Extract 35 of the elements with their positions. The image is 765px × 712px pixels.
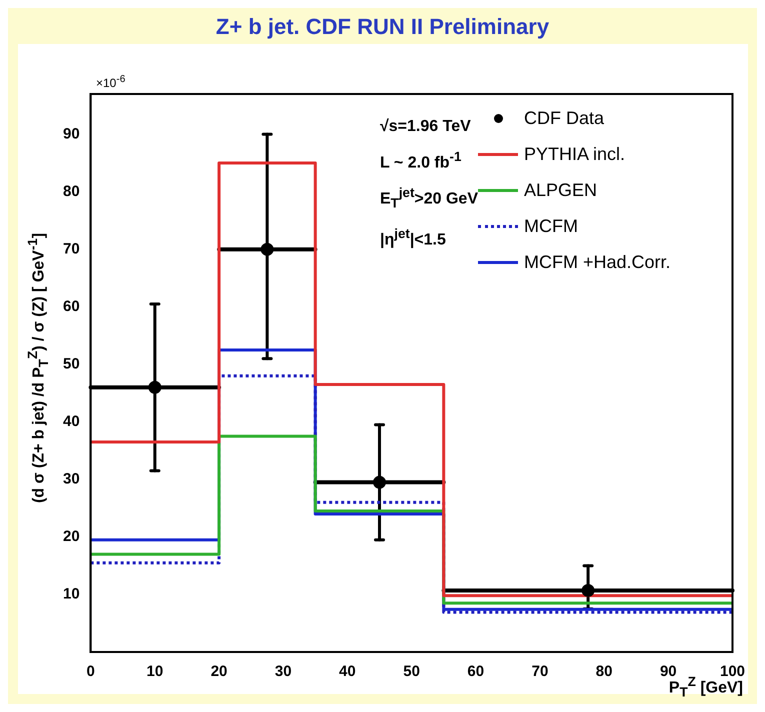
x-tick-label: 80 — [596, 663, 612, 680]
x-tick-label: 30 — [274, 663, 292, 680]
y-tick-label: 10 — [62, 586, 80, 603]
annotation: √s=1.96 TeV — [380, 117, 472, 137]
text: ×10$^{-6}$ — [96, 74, 126, 90]
y-tick-label: 80 — [62, 182, 80, 200]
point — [372, 476, 386, 489]
annotation: E$_{T}$$^{jet}$>20 GeV — [380, 184, 478, 213]
point — [582, 584, 595, 597]
point — [260, 242, 274, 256]
x-tick-label: 10 — [146, 663, 164, 680]
x-tick-label: 50 — [403, 663, 420, 680]
legend-label: ALPGEN — [524, 179, 598, 202]
x-tick-label: 0 — [86, 663, 95, 680]
legend-label: MCFM — [524, 215, 578, 238]
legend-label: MCFM +Had.Corr. — [524, 251, 671, 274]
y-tick-label: 60 — [62, 298, 80, 315]
x-tick-label: 60 — [467, 663, 484, 680]
x-tick-label: 40 — [339, 663, 356, 680]
chart-title: Z+ b jet. CDF RUN II Preliminary — [214, 14, 550, 40]
annotation: L ~ 2.0 fb$^{-1}$ — [380, 148, 462, 174]
point — [148, 380, 162, 394]
x-tick-label: 100 — [720, 663, 745, 680]
y-tick-label: 40 — [62, 413, 80, 430]
x-tick-label: 20 — [210, 663, 228, 680]
y-tick-label: 90 — [62, 125, 80, 142]
x-tick-label: 70 — [532, 663, 548, 680]
y-tick-label: 50 — [62, 356, 80, 373]
annotation: |η$^{jet}$|<1.5 — [380, 224, 447, 250]
legend-label: CDF Data — [524, 107, 604, 130]
x-tick-label: 90 — [660, 663, 677, 680]
y-tick-label: 30 — [62, 470, 80, 488]
y-tick-label: 20 — [62, 528, 80, 546]
y-tick-label: 70 — [62, 240, 80, 258]
legend-label: PYTHIA incl. — [524, 143, 626, 166]
